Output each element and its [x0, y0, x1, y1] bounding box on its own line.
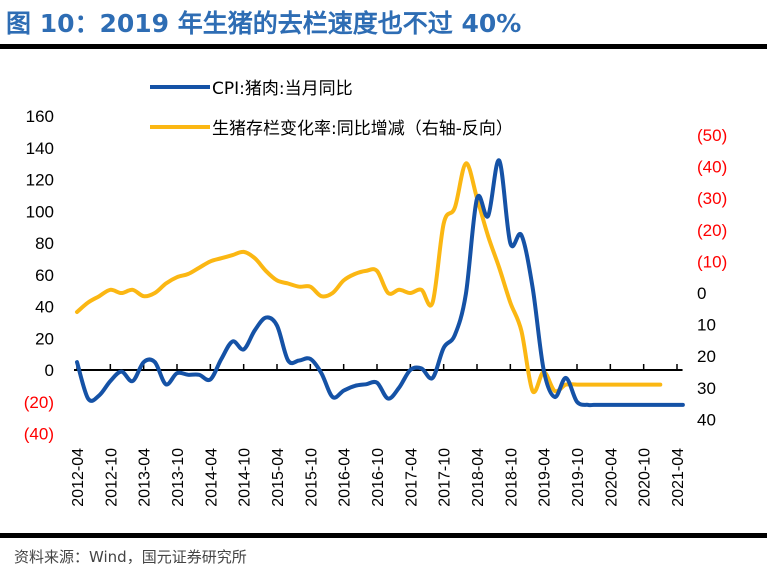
x-tick-label: 2019-04 — [537, 448, 554, 507]
x-tick-label: 2016-10 — [370, 448, 387, 507]
left-tick-label: 140 — [26, 139, 54, 158]
x-tick-label: 2013-10 — [170, 448, 187, 507]
x-tick-label: 2012-10 — [103, 448, 120, 507]
source-note: 资料来源：Wind，国元证券研究所 — [14, 548, 247, 566]
left-tick-label: 0 — [45, 361, 54, 380]
legend-label-cpi: CPI:猪肉:当月同比 — [212, 79, 353, 99]
x-axis: 2012-04 2012-10 2013-04 2013-10 2014-04 2014-… — [70, 364, 687, 507]
left-tick-label: 100 — [26, 202, 54, 221]
x-tick-label: 2021-04 — [670, 448, 687, 507]
right-tick-label: 20 — [697, 347, 716, 366]
x-tick-label: 2020-04 — [603, 448, 620, 507]
series-group — [75, 158, 685, 408]
left-tick-label: 160 — [26, 107, 54, 126]
top-rule — [0, 44, 767, 49]
left-tick-label: 60 — [35, 266, 54, 285]
left-tick-label: 120 — [26, 171, 54, 190]
right-tick-label: 0 — [697, 284, 706, 303]
bottom-rule — [0, 533, 767, 538]
chart-title: 图 10：2019 年生猪的去栏速度也不过 40% — [6, 9, 522, 38]
x-tick-label: 2018-10 — [503, 448, 520, 507]
x-tick-label: 2018-04 — [470, 448, 487, 507]
right-tick-label: 30 — [697, 379, 716, 398]
right-axis: (50) (40) (30) (20) (10) 0 10 20 30 40 — [697, 126, 727, 429]
right-tick-label: (10) — [697, 252, 727, 271]
left-tick-label: (40) — [24, 425, 54, 444]
x-tick-label: 2019-10 — [570, 448, 587, 507]
legend-label-inventory: 生猪存栏变化率:同比增减（右轴-反向） — [212, 119, 513, 139]
x-tick-label: 2016-04 — [337, 448, 354, 507]
chart-area: CPI:猪肉:当月同比 生猪存栏变化率:同比增减（右轴-反向） 160 140 12… — [24, 79, 727, 507]
right-tick-label: (30) — [697, 189, 727, 208]
left-tick-label: 40 — [35, 298, 54, 317]
x-tick-label: 2013-04 — [137, 448, 154, 507]
legend: CPI:猪肉:当月同比 生猪存栏变化率:同比增减（右轴-反向） — [150, 79, 513, 139]
series-line-cpi — [75, 158, 685, 408]
series-line-inventory — [75, 161, 663, 395]
right-tick-label: (50) — [697, 126, 727, 145]
right-tick-label: (20) — [697, 221, 727, 240]
x-tick-label: 2015-04 — [270, 448, 287, 507]
x-tick-label: 2017-10 — [437, 448, 454, 507]
left-tick-label: (20) — [24, 393, 54, 412]
left-tick-label: 80 — [35, 234, 54, 253]
x-tick-label: 2015-10 — [303, 448, 320, 507]
right-tick-label: 10 — [697, 316, 716, 335]
x-tick-label: 2012-04 — [70, 448, 87, 507]
right-tick-label: (40) — [697, 158, 727, 177]
left-axis: 160 140 120 100 80 60 40 20 0 (20) (40) — [24, 107, 54, 444]
x-tick-label: 2017-04 — [403, 448, 420, 507]
x-tick-label: 2020-10 — [637, 448, 654, 507]
left-tick-label: 20 — [35, 329, 54, 348]
x-tick-label: 2014-10 — [237, 448, 254, 507]
right-tick-label: 40 — [697, 410, 716, 429]
x-tick-label: 2014-04 — [203, 448, 220, 507]
